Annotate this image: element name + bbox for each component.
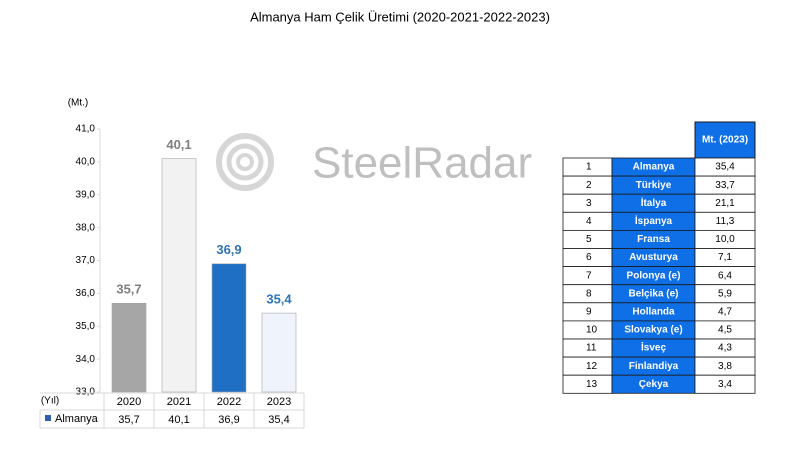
table-value: 35,4	[268, 414, 289, 426]
rank: 12	[586, 361, 598, 372]
value: 3,4	[718, 379, 732, 390]
x-tick-label: 2023	[267, 396, 291, 408]
value: 5,9	[718, 288, 732, 299]
table-value: 35,7	[118, 414, 139, 426]
y-tick-label: 35,0	[76, 321, 96, 332]
x-tick-label: 2020	[117, 396, 141, 408]
y-axis-label: (Mt.)	[68, 98, 89, 109]
value: 6,4	[718, 270, 732, 281]
y-tick-label: 39,0	[76, 189, 96, 200]
y-tick-label: 40,0	[76, 157, 96, 168]
rank: 3	[586, 198, 592, 209]
bar	[161, 158, 197, 393]
y-tick-label: 37,0	[76, 255, 96, 266]
country: Türkiye	[636, 180, 672, 191]
country: İtalya	[641, 196, 667, 209]
rank: 13	[586, 379, 598, 390]
value: 3,8	[718, 361, 732, 372]
value: 4,5	[718, 325, 732, 336]
y-tick-label: 33,0	[76, 387, 96, 398]
country: Belçika (e)	[628, 288, 678, 299]
rank: 1	[586, 162, 592, 173]
table-header: Mt. (2023)	[702, 135, 748, 146]
country: Polonya (e)	[627, 270, 681, 281]
value: 21,1	[715, 198, 735, 209]
y-tick-label: 36,0	[76, 288, 96, 299]
value-label: 35,7	[116, 282, 141, 297]
value: 35,4	[715, 162, 735, 173]
value: 11,3	[716, 216, 735, 227]
country: İspanya	[635, 214, 673, 227]
value: 4,7	[718, 306, 732, 317]
value: 4,3	[718, 343, 732, 354]
country: Avusturya	[629, 252, 678, 263]
value-label: 40,1	[166, 137, 191, 152]
value-label: 35,4	[266, 292, 292, 307]
rank: 8	[586, 288, 592, 299]
country: Finlandiya	[629, 361, 679, 372]
legend-marker	[45, 415, 51, 421]
value: 10,0	[715, 234, 735, 245]
value: 7,1	[718, 252, 732, 263]
country: Çekya	[639, 379, 669, 390]
country: Fransa	[637, 234, 670, 245]
x-tick-label: 2021	[167, 396, 191, 408]
value: 33,7	[715, 180, 735, 191]
country: Almanya	[633, 162, 675, 173]
value-cell	[694, 374, 756, 394]
y-tick-label: 34,0	[76, 354, 96, 365]
watermark-logo	[216, 133, 274, 191]
country: Hollanda	[632, 306, 675, 317]
bar	[111, 302, 147, 393]
rank: 4	[586, 216, 592, 227]
country: Slovakya (e)	[624, 325, 682, 336]
rank: 2	[586, 180, 592, 191]
y-tick-label: 38,0	[76, 222, 96, 233]
watermark: SteelRadar	[312, 139, 532, 188]
chart-title: Almanya Ham Çelik Üretimi (2020-2021-202…	[250, 9, 550, 24]
table-value: 40,1	[168, 414, 189, 426]
rank: 7	[586, 270, 592, 281]
value-label: 36,9	[216, 242, 241, 257]
rank: 5	[586, 234, 592, 245]
legend-label: Almanya	[55, 413, 99, 425]
rank: 9	[586, 306, 592, 317]
bar	[261, 312, 297, 393]
country: İsveç	[641, 341, 666, 354]
bar	[211, 263, 247, 393]
y-tick-label: 41,0	[76, 124, 96, 135]
rank: 6	[586, 252, 592, 263]
rank: 10	[586, 325, 598, 336]
rank: 11	[586, 343, 597, 354]
x-axis-label: (Yıl)	[41, 396, 59, 407]
table-value: 36,9	[218, 414, 239, 426]
x-tick-label: 2022	[217, 396, 241, 408]
